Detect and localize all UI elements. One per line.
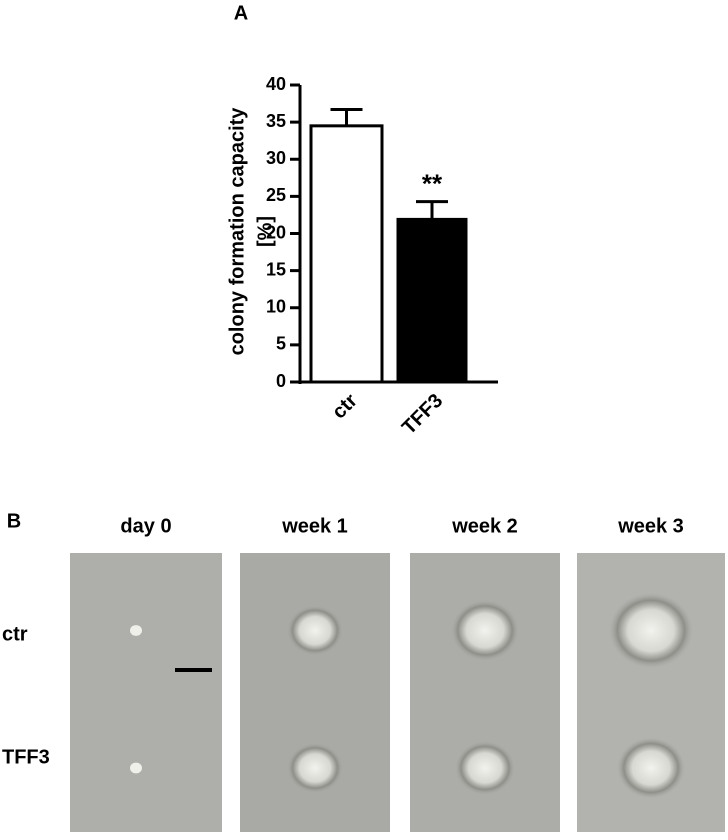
x-tick-label: ctr (328, 390, 362, 424)
y-tick-label: 10 (266, 297, 286, 317)
x-tick-label: TFF3 (398, 390, 447, 439)
column-header: week 1 (281, 515, 348, 537)
y-tick-label: 40 (266, 74, 286, 94)
column-header: day 0 (120, 515, 171, 537)
panel-label: B (7, 510, 21, 532)
panel-label: A (234, 2, 248, 24)
column-header: week 2 (451, 515, 518, 537)
y-tick-label: 20 (266, 222, 286, 242)
colony (451, 599, 519, 662)
colony (617, 737, 685, 799)
colony (287, 605, 343, 656)
y-axis-label: colony formation capacity (226, 107, 248, 356)
colony (609, 592, 693, 669)
y-tick-label: 0 (276, 371, 286, 391)
micrograph (70, 553, 222, 708)
y-tick-label: 25 (266, 185, 286, 205)
colony (130, 762, 142, 774)
annotation: ** (422, 168, 443, 198)
row-label: ctr (2, 623, 28, 645)
colony (287, 742, 343, 794)
column-header: week 3 (617, 515, 684, 537)
bar (396, 217, 468, 384)
y-tick-label: 30 (266, 148, 286, 168)
bar (309, 124, 384, 384)
y-tick-label: 15 (266, 259, 286, 279)
y-axis-label: [%] (254, 216, 276, 247)
colony (455, 741, 515, 795)
y-tick-label: 5 (276, 334, 286, 354)
colony (130, 625, 142, 636)
row-label: TFF3 (2, 746, 50, 768)
y-tick-label: 35 (266, 111, 286, 131)
micrograph (70, 700, 222, 832)
